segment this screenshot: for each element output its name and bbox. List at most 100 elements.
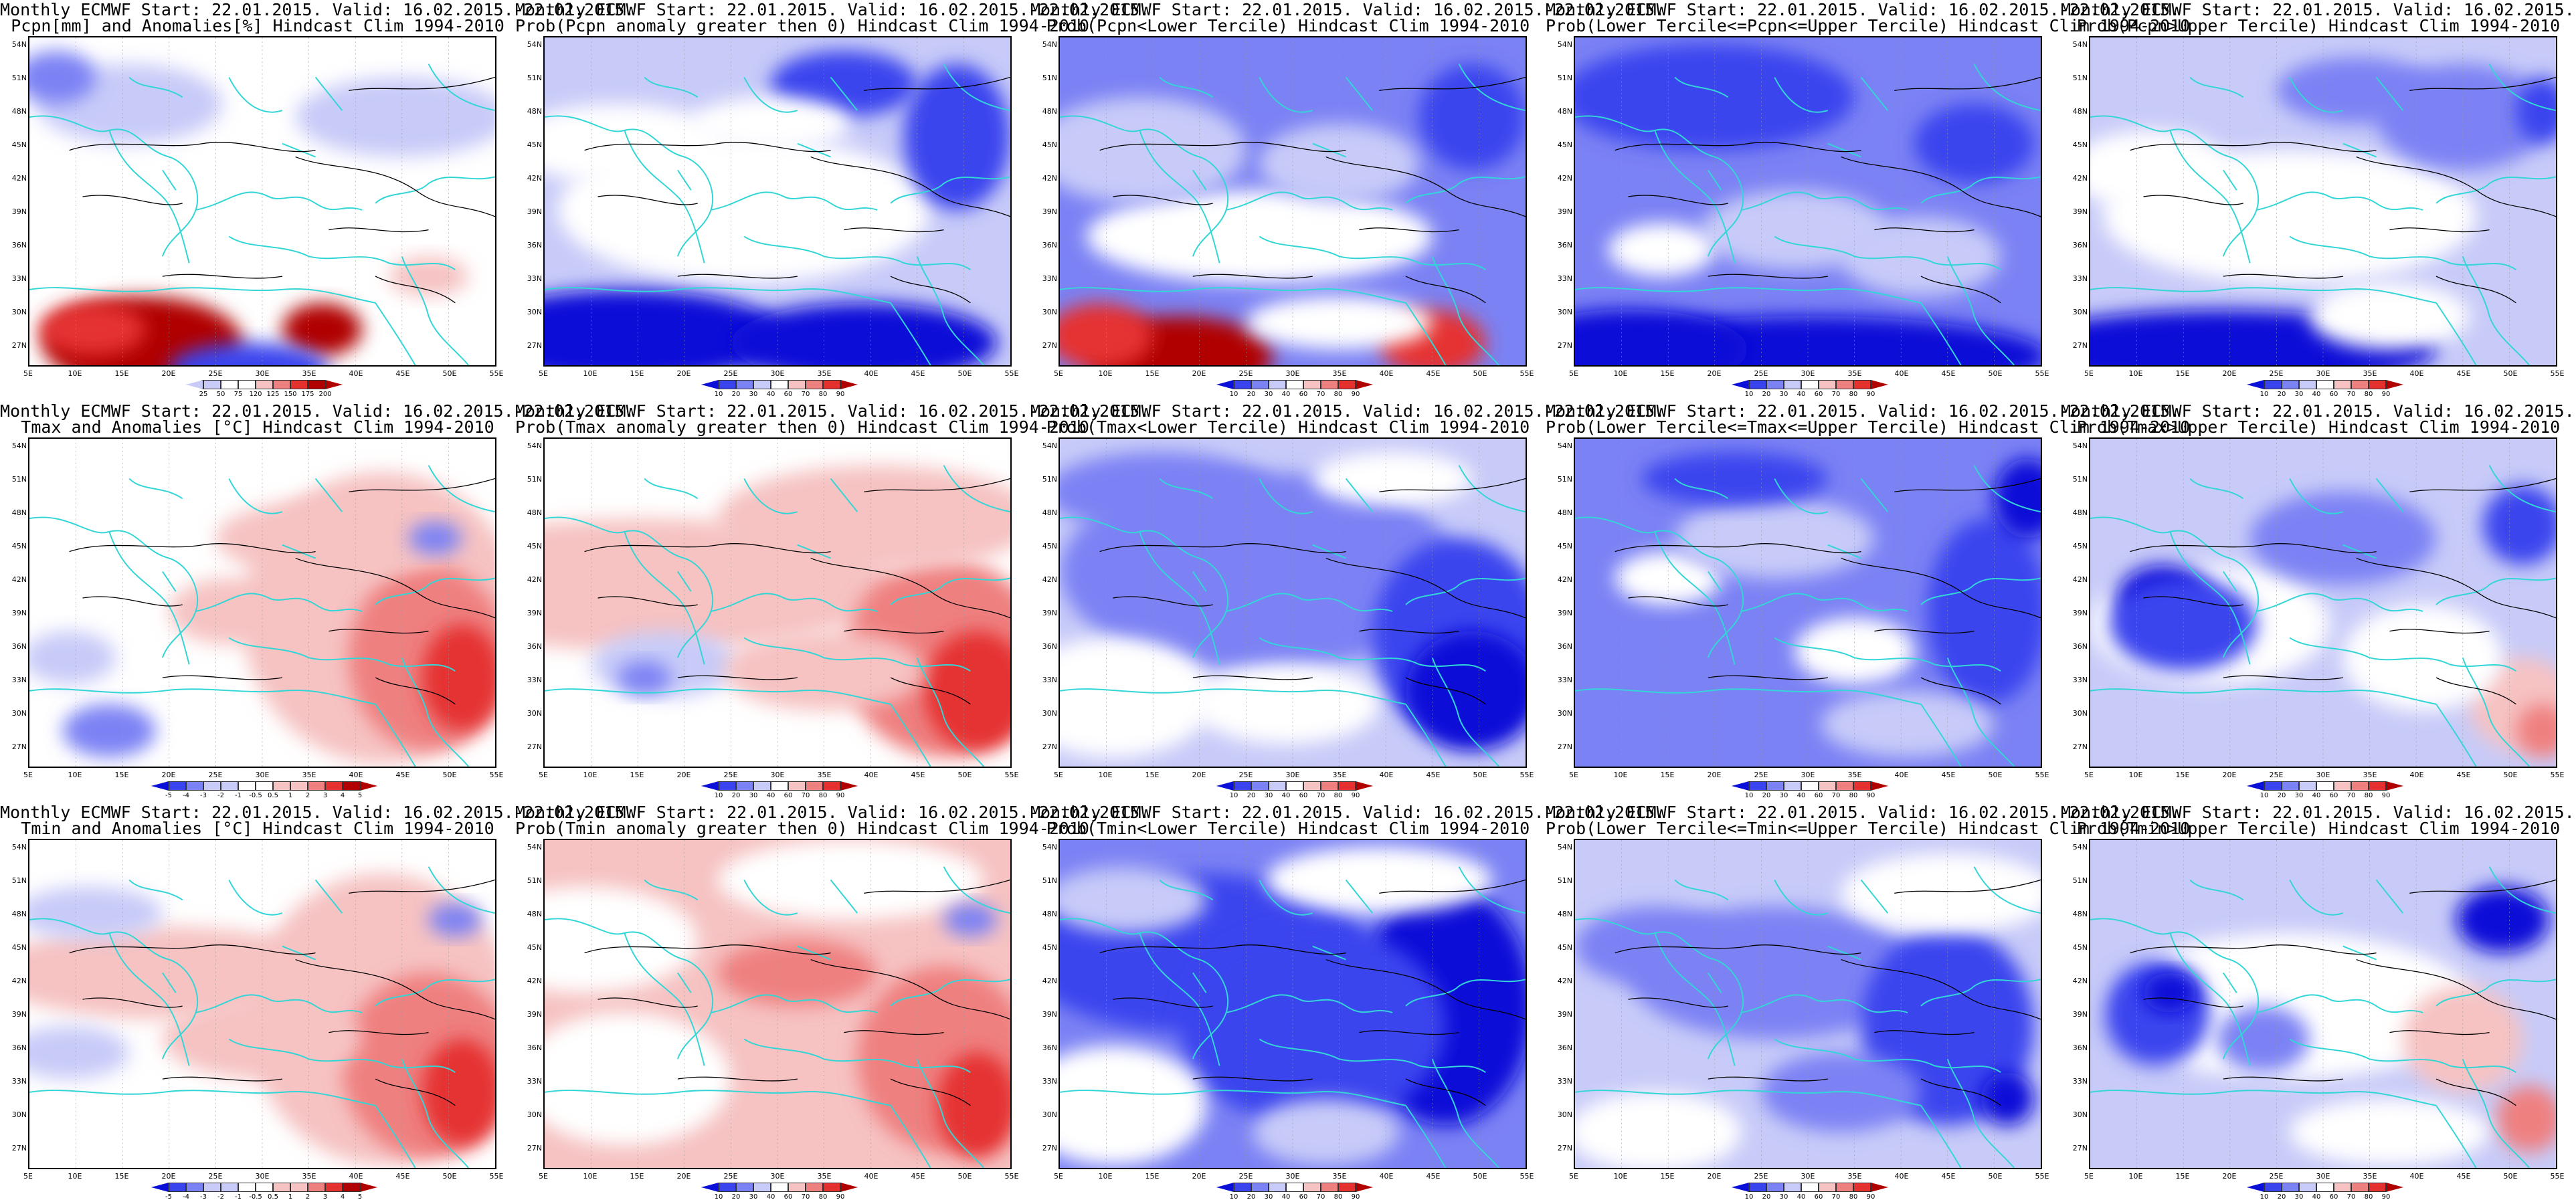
field-region [2249, 492, 2437, 585]
coastline [195, 593, 363, 612]
field-region [1981, 1072, 2035, 1126]
colorbar-segment [1251, 380, 1269, 389]
coastline [743, 1038, 971, 1073]
colorbar-label: 90 [2381, 792, 2391, 799]
longitude-label: 40E [864, 369, 879, 378]
latitude-label: 51N [2072, 74, 2088, 82]
coastline [1259, 465, 1526, 514]
longitude-label: 35E [302, 1172, 316, 1181]
coastline [228, 64, 495, 113]
colorbar [151, 781, 377, 791]
longitude-label: 15E [630, 771, 644, 779]
colorbar-label: -3 [200, 1193, 207, 1201]
forecast-map [2089, 36, 2557, 367]
longitude-label: 35E [1847, 771, 1862, 779]
colorbar [1216, 781, 1373, 791]
coastline [545, 287, 891, 304]
latitude-label: 39N [11, 609, 27, 617]
latitude-label: 48N [2072, 508, 2088, 517]
latitude-label: 39N [1042, 609, 1057, 617]
longitude-label: 45E [2456, 1172, 2471, 1181]
latitude-label: 36N [527, 1043, 542, 1052]
latitude-label: 27N [1557, 1144, 1572, 1152]
coastline [2256, 593, 2423, 612]
latitude-label: 51N [1557, 876, 1572, 885]
latitude-label: 48N [1557, 508, 1572, 517]
contour-line [2143, 997, 2243, 1008]
colorbar-segment [2351, 781, 2369, 791]
latitude-label: 48N [1042, 508, 1057, 517]
contour-line [2389, 629, 2490, 634]
latitude-label: 33N [2072, 274, 2088, 283]
colorbar-label: 20 [2277, 1193, 2286, 1201]
longitude-label: 20E [161, 1172, 176, 1181]
colorbar-segment [290, 380, 308, 389]
colorbar-label: 60 [2329, 792, 2338, 799]
longitude-label: 55E [1520, 771, 1534, 779]
colorbar-label: 80 [1333, 1193, 1343, 1201]
latitude-label: 39N [1557, 207, 1572, 216]
colorbar-segment [151, 1183, 169, 1192]
map-canvas [1060, 439, 1526, 767]
longitude-label: 10E [1613, 1172, 1628, 1181]
longitude-label: 35E [817, 369, 832, 378]
field-region [2090, 130, 2230, 210]
forecast-map [543, 437, 1012, 768]
coastline [2289, 465, 2556, 514]
latitude-label: 45N [11, 542, 27, 550]
contour-line [1894, 478, 2041, 492]
colorbar-label: 3 [323, 1193, 328, 1201]
longitude-label: 45E [1426, 1172, 1441, 1181]
latitude-label: 42N [2072, 174, 2088, 183]
colorbar-segment [1732, 781, 1749, 791]
longitude-label: 35E [817, 1172, 832, 1181]
map-panel: Monthly ECMWF Start: 22.01.2015. Valid: … [1546, 0, 2190, 401]
map-canvas [29, 439, 495, 767]
colorbar-segment [1286, 781, 1303, 791]
contour-line [1615, 944, 1861, 955]
forecast-map [1574, 36, 2042, 367]
latitude-label: 54N [1557, 843, 1572, 851]
longitude-label: 50E [1988, 1172, 2003, 1181]
longitude-label: 45E [1426, 771, 1441, 779]
field-region [1994, 458, 2041, 538]
longitude-label: 5E [1054, 369, 1063, 378]
colorbar-segment [1286, 380, 1303, 389]
longitude-label: 50E [2503, 369, 2518, 378]
contour-line [1920, 677, 2001, 705]
colorbar [701, 1183, 858, 1192]
panel-title-line-1: Monthly ECMWF Start: 22.01.2015. Valid: … [2061, 0, 2576, 19]
panel-title-line-1: Monthly ECMWF Start: 22.01.2015. Valid: … [2061, 401, 2576, 421]
colorbar-label: 80 [1849, 391, 1858, 398]
contour-line [2130, 142, 2377, 153]
colorbar-segment [2299, 380, 2316, 389]
panel-title-line-2: Prob(Pcpn<Lower Tercile) Hindcast Clim 1… [1046, 16, 1530, 35]
field-region [29, 50, 96, 104]
colorbar-segment [343, 1183, 360, 1192]
longitude-label: 30E [770, 771, 785, 779]
latitude-label: 45N [1042, 140, 1057, 149]
contour-line [1874, 227, 1974, 233]
colorbar-segment [1216, 781, 1234, 791]
colorbar-label: 10 [714, 1193, 723, 1201]
longitude-label: 40E [349, 771, 363, 779]
colorbar-segment [186, 380, 203, 389]
field-region [545, 886, 698, 993]
longitude-label: 20E [1707, 771, 1722, 779]
field-region [2403, 986, 2523, 1092]
colorbar-segment [1303, 380, 1321, 389]
colorbar-segment [1766, 380, 1784, 389]
latitude-label: 36N [527, 241, 542, 249]
coastline [401, 658, 469, 767]
map-canvas [545, 840, 1010, 1168]
colorbar-segment [1321, 380, 1338, 389]
coastline [890, 176, 1010, 204]
colorbar-segment [2351, 380, 2369, 389]
colorbar-label: 10 [1229, 1193, 1238, 1201]
longitude-label: 20E [1707, 369, 1722, 378]
coastline [1654, 932, 1736, 1066]
contour-line [597, 195, 698, 205]
colorbar-label: 4 [340, 1193, 345, 1201]
colorbar-segment [1338, 1183, 1356, 1192]
latitude-label: 36N [1042, 1043, 1057, 1052]
